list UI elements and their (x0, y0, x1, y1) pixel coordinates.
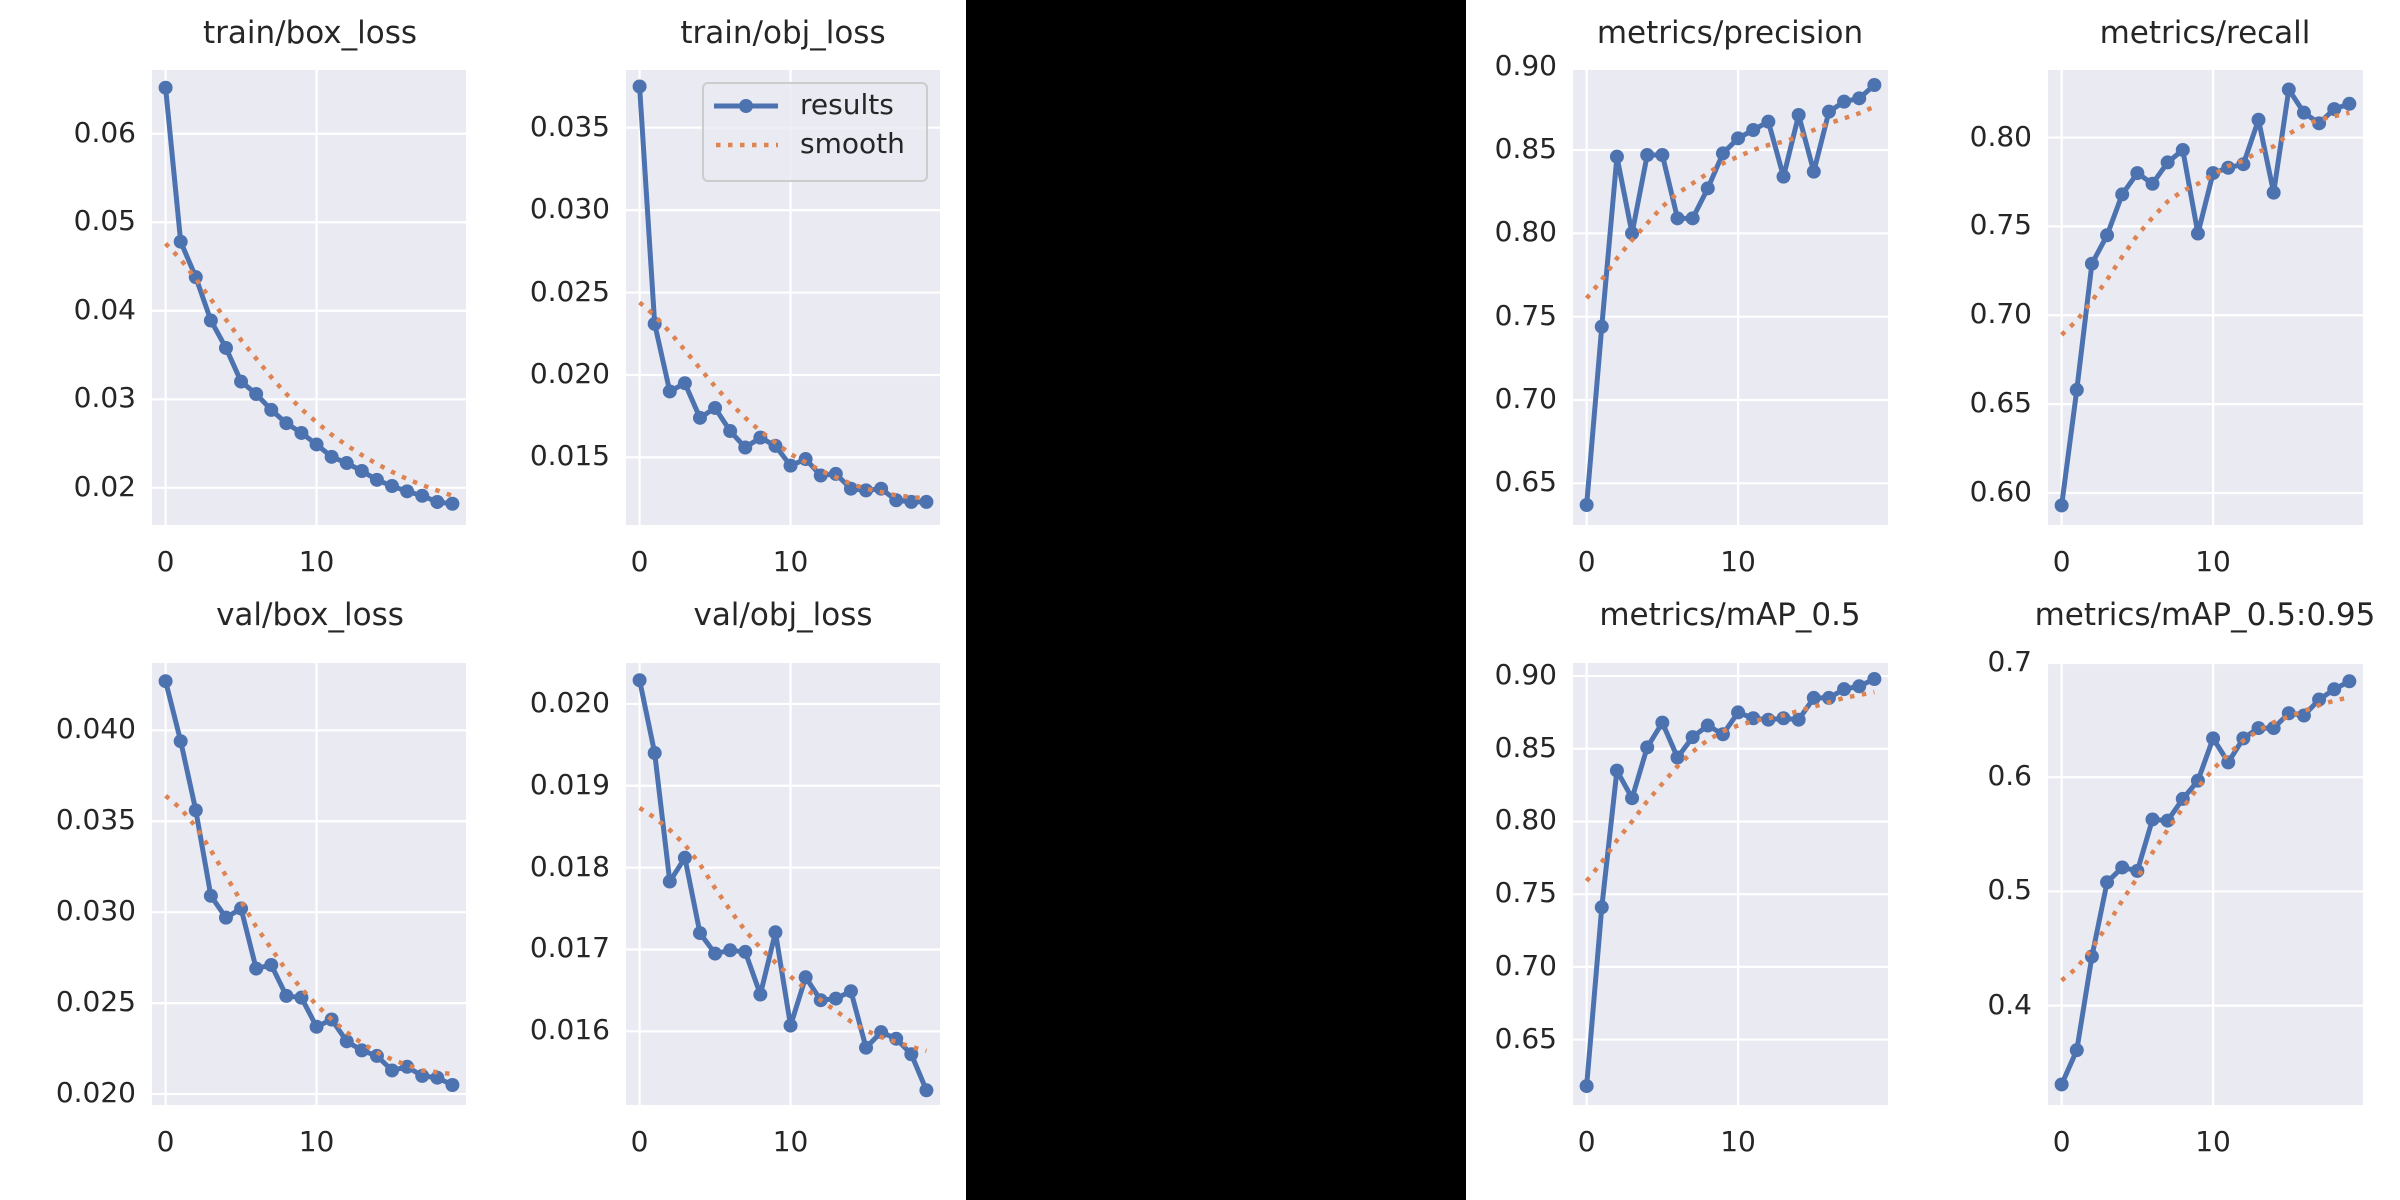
y-tick-label: 0.75 (1494, 876, 1557, 910)
x-tick-label: 10 (1720, 545, 1756, 578)
smooth-line (638, 805, 928, 1054)
y-tick-label: 0.020 (529, 356, 610, 390)
y-tick-label: 0.70 (1494, 948, 1557, 982)
y-tick-label: 0.5 (1987, 873, 2032, 907)
legend-label-results: results (800, 88, 894, 121)
y-tick-label: 0.06 (73, 115, 136, 149)
y-tick-label: 0.020 (529, 685, 610, 719)
y-tick-label: 0.04 (73, 292, 136, 326)
chart-title: val/obj_loss (693, 597, 873, 633)
chart-title: val/box_loss (216, 597, 404, 633)
y-tick-label: 0.70 (1969, 297, 2032, 331)
x-tick-label: 10 (298, 1125, 335, 1158)
y-tick-label: 0.75 (1969, 208, 2032, 242)
x-tick-label: 0 (156, 545, 175, 578)
y-tick-label: 0.90 (1494, 658, 1557, 692)
chart-title: train/obj_loss (680, 15, 886, 51)
y-tick-label: 0.80 (1494, 803, 1557, 837)
y-tick-label: 0.017 (529, 931, 610, 965)
y-tick-label: 0.85 (1494, 132, 1557, 165)
y-tick-label: 0.019 (529, 767, 610, 801)
y-tick-label: 0.018 (529, 849, 610, 883)
chart-title: metrics/mAP_0.5 (1599, 597, 1861, 633)
y-tick-label: 0.040 (55, 712, 136, 746)
x-tick-label: 10 (772, 1125, 809, 1158)
y-tick-label: 0.4 (1987, 987, 2032, 1021)
y-tick-label: 0.75 (1494, 298, 1557, 332)
x-tick-label: 10 (772, 545, 809, 578)
redacted-region (966, 0, 1466, 1200)
y-tick-label: 0.016 (529, 1013, 610, 1047)
y-tick-label: 0.02 (73, 469, 136, 503)
y-tick-label: 0.80 (1969, 119, 2032, 153)
smooth-line (2060, 110, 2350, 337)
chart-title: metrics/recall (2099, 15, 2311, 51)
results-line (1584, 83, 1877, 506)
smooth-line (638, 300, 927, 501)
y-tick-label: 0.03 (73, 381, 136, 415)
chart-legend: results smooth (702, 82, 928, 182)
y-tick-label: 0.025 (55, 985, 136, 1019)
y-tick-label: 0.035 (529, 109, 610, 143)
y-tick-label: 0.60 (1969, 475, 2032, 508)
y-tick-label: 0.015 (529, 439, 610, 473)
y-tick-label: 0.65 (1494, 465, 1557, 499)
y-tick-label: 0.7 (1987, 645, 2032, 678)
x-tick-label: 0 (1577, 1125, 1596, 1158)
x-tick-label: 0 (630, 1125, 649, 1158)
y-tick-label: 0.65 (1969, 386, 2032, 420)
x-tick-label: 0 (630, 545, 649, 578)
x-tick-label: 0 (2052, 545, 2071, 578)
x-tick-label: 10 (1720, 1125, 1756, 1158)
y-tick-label: 0.030 (55, 894, 136, 928)
y-tick-label: 0.70 (1494, 382, 1557, 415)
y-tick-label: 0.65 (1494, 1021, 1557, 1055)
y-tick-label: 0.85 (1494, 730, 1557, 764)
y-tick-label: 0.6 (1987, 759, 2032, 793)
x-tick-label: 0 (2052, 1125, 2071, 1158)
legend-label-smooth: smooth (800, 127, 905, 160)
y-tick-label: 0.025 (529, 274, 610, 308)
x-tick-label: 10 (298, 545, 335, 578)
y-tick-label: 0.030 (529, 192, 610, 226)
smooth-line (1584, 104, 1876, 300)
y-tick-label: 0.90 (1494, 48, 1557, 82)
x-tick-label: 10 (2195, 1125, 2231, 1158)
chart-title: metrics/mAP_0.5:0.95 (2034, 597, 2376, 633)
y-tick-label: 0.035 (55, 803, 136, 837)
y-tick-label: 0.020 (55, 1076, 136, 1110)
x-tick-label: 10 (2195, 545, 2231, 578)
chart-title: metrics/precision (1596, 15, 1864, 51)
y-tick-label: 0.80 (1494, 215, 1557, 249)
smooth-line (164, 794, 453, 1077)
x-tick-label: 0 (1577, 545, 1596, 578)
smooth-line (163, 241, 454, 498)
x-tick-label: 0 (156, 1125, 175, 1158)
chart-title: train/box_loss (202, 15, 418, 51)
y-tick-label: 0.05 (73, 204, 136, 238)
